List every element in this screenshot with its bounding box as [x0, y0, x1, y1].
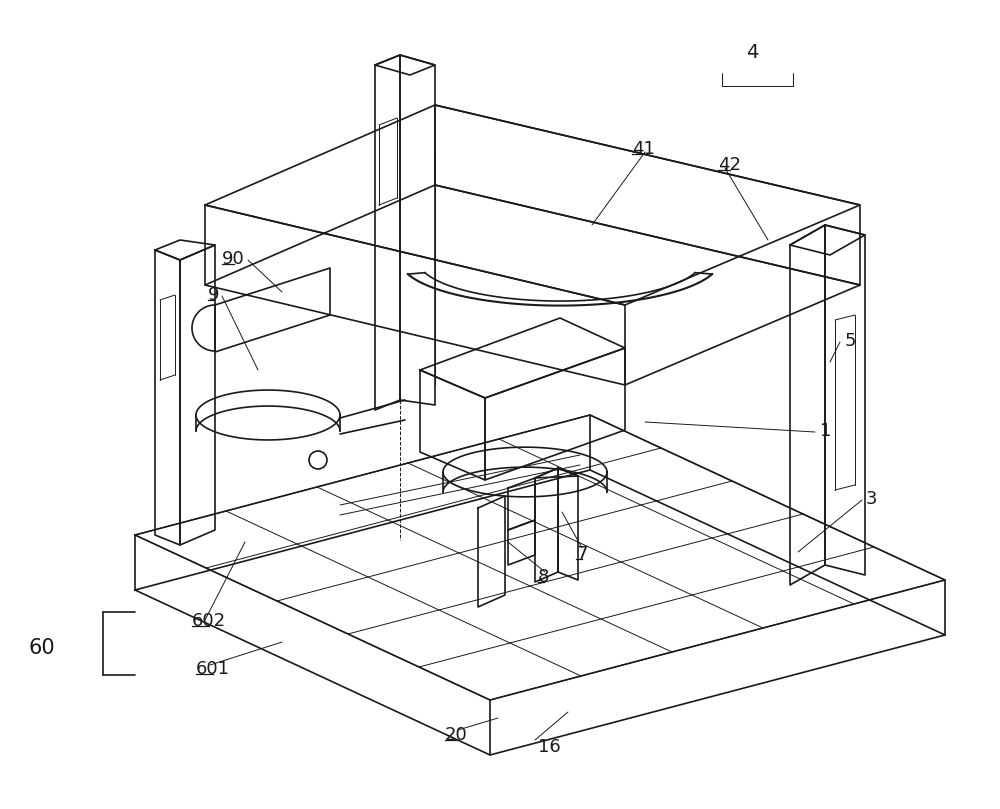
- Text: 8: 8: [538, 568, 549, 586]
- Text: 60: 60: [28, 638, 55, 658]
- Text: 602: 602: [192, 612, 226, 630]
- Text: 601: 601: [196, 660, 230, 678]
- Text: 1: 1: [820, 422, 831, 440]
- Text: 7: 7: [576, 545, 588, 563]
- Text: 42: 42: [718, 156, 741, 174]
- Text: 9: 9: [208, 286, 220, 304]
- Text: 3: 3: [866, 490, 878, 508]
- Text: 90: 90: [222, 250, 245, 268]
- Text: 20: 20: [445, 726, 468, 744]
- Text: 41: 41: [632, 140, 655, 158]
- Text: 16: 16: [538, 738, 561, 756]
- Text: 5: 5: [845, 332, 856, 350]
- Text: 4: 4: [746, 43, 758, 62]
